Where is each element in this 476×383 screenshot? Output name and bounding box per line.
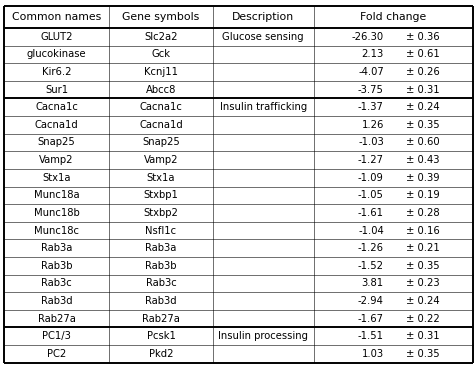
Text: 1.03: 1.03	[361, 349, 383, 359]
Text: -1.03: -1.03	[357, 137, 383, 147]
Text: ± 0.24: ± 0.24	[405, 296, 439, 306]
Text: ± 0.35: ± 0.35	[405, 120, 439, 130]
Text: ± 0.36: ± 0.36	[405, 32, 439, 42]
Text: ± 0.28: ± 0.28	[405, 208, 439, 218]
Text: -3.75: -3.75	[357, 85, 383, 95]
Text: ± 0.21: ± 0.21	[405, 243, 439, 253]
Text: Kir6.2: Kir6.2	[42, 67, 71, 77]
Text: 2.13: 2.13	[361, 49, 383, 59]
Text: -1.09: -1.09	[357, 173, 383, 183]
Text: Munc18b: Munc18b	[34, 208, 79, 218]
Text: Munc18a: Munc18a	[34, 190, 79, 200]
Text: Rab3b: Rab3b	[145, 261, 177, 271]
Text: Kcnj11: Kcnj11	[144, 67, 178, 77]
Text: Rab3b: Rab3b	[41, 261, 72, 271]
Text: Cacna1c: Cacna1c	[35, 102, 78, 112]
Text: Rab27a: Rab27a	[142, 314, 179, 324]
Text: Cacna1c: Cacna1c	[139, 102, 182, 112]
Text: GLUT2: GLUT2	[40, 32, 73, 42]
Text: -1.67: -1.67	[357, 314, 383, 324]
Text: -1.26: -1.26	[357, 243, 383, 253]
Text: ± 0.16: ± 0.16	[405, 226, 439, 236]
Text: Rab27a: Rab27a	[38, 314, 75, 324]
Text: Vamp2: Vamp2	[40, 155, 74, 165]
Text: PC1/3: PC1/3	[42, 331, 71, 341]
Text: Snap25: Snap25	[38, 137, 75, 147]
Text: Snap25: Snap25	[142, 137, 179, 147]
Text: -26.30: -26.30	[351, 32, 383, 42]
Text: Vamp2: Vamp2	[143, 155, 178, 165]
Text: Stxbp1: Stxbp1	[143, 190, 178, 200]
Text: Rab3c: Rab3c	[41, 278, 72, 288]
Text: Rab3a: Rab3a	[145, 243, 177, 253]
Text: -1.51: -1.51	[357, 331, 383, 341]
Text: -2.94: -2.94	[357, 296, 383, 306]
Text: ± 0.61: ± 0.61	[405, 49, 439, 59]
Text: Pcsk1: Pcsk1	[146, 331, 175, 341]
Text: Rab3a: Rab3a	[41, 243, 72, 253]
Text: Cacna1d: Cacna1d	[35, 120, 79, 130]
Text: Sur1: Sur1	[45, 85, 68, 95]
Text: glucokinase: glucokinase	[27, 49, 86, 59]
Text: ± 0.60: ± 0.60	[405, 137, 439, 147]
Text: Rab3c: Rab3c	[145, 278, 176, 288]
Text: -1.37: -1.37	[357, 102, 383, 112]
Text: Insulin processing: Insulin processing	[218, 331, 307, 341]
Text: Nsfl1c: Nsfl1c	[145, 226, 176, 236]
Text: -1.61: -1.61	[357, 208, 383, 218]
Text: ± 0.23: ± 0.23	[405, 278, 439, 288]
Text: ± 0.24: ± 0.24	[405, 102, 439, 112]
Text: -1.05: -1.05	[357, 190, 383, 200]
Text: 3.81: 3.81	[361, 278, 383, 288]
Text: ± 0.31: ± 0.31	[405, 85, 439, 95]
Text: Stx1a: Stx1a	[147, 173, 175, 183]
Text: ± 0.35: ± 0.35	[405, 261, 439, 271]
Text: Abcc8: Abcc8	[146, 85, 176, 95]
Text: Rab3d: Rab3d	[41, 296, 72, 306]
Text: Glucose sensing: Glucose sensing	[222, 32, 303, 42]
Text: -1.52: -1.52	[357, 261, 383, 271]
Text: 1.26: 1.26	[361, 120, 383, 130]
Text: Description: Description	[232, 12, 294, 22]
Text: -1.04: -1.04	[357, 226, 383, 236]
Text: -4.07: -4.07	[357, 67, 383, 77]
Text: Munc18c: Munc18c	[34, 226, 79, 236]
Text: Common names: Common names	[12, 12, 101, 22]
Text: Cacna1d: Cacna1d	[139, 120, 182, 130]
Text: ± 0.19: ± 0.19	[405, 190, 439, 200]
Text: ± 0.43: ± 0.43	[405, 155, 439, 165]
Text: ± 0.26: ± 0.26	[405, 67, 439, 77]
Text: Gck: Gck	[151, 49, 170, 59]
Text: Fold change: Fold change	[359, 12, 426, 22]
Text: PC2: PC2	[47, 349, 66, 359]
Text: ± 0.39: ± 0.39	[405, 173, 439, 183]
Text: ± 0.31: ± 0.31	[405, 331, 439, 341]
Text: ± 0.35: ± 0.35	[405, 349, 439, 359]
Text: ± 0.22: ± 0.22	[405, 314, 439, 324]
Text: Stxbp2: Stxbp2	[143, 208, 178, 218]
Text: -1.27: -1.27	[357, 155, 383, 165]
Text: Pkd2: Pkd2	[149, 349, 173, 359]
Text: Gene symbols: Gene symbols	[122, 12, 199, 22]
Text: Slc2a2: Slc2a2	[144, 32, 178, 42]
Text: Stx1a: Stx1a	[42, 173, 71, 183]
Text: Rab3d: Rab3d	[145, 296, 177, 306]
Text: Insulin trafficking: Insulin trafficking	[219, 102, 306, 112]
